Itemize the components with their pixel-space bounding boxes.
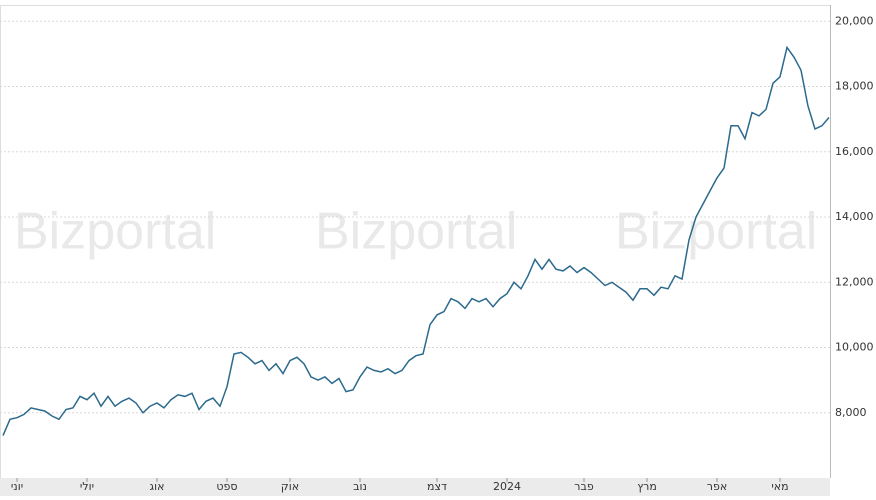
y-tick-label: 12,000	[835, 275, 874, 288]
y-tick-label: 10,000	[835, 341, 874, 354]
x-tick-label: מאי	[771, 480, 788, 493]
watermark: Bizportal	[14, 203, 216, 261]
x-tick-label: אפר	[707, 480, 727, 493]
x-axis-band	[0, 478, 830, 496]
y-tick-label: 18,000	[835, 80, 874, 93]
watermark: Bizportal	[315, 203, 517, 261]
x-tick-label: יולי	[80, 480, 94, 493]
price-line	[2, 45, 830, 436]
x-tick-label: אוג	[150, 480, 165, 493]
y-tick-label: 20,000	[835, 14, 874, 27]
y-tick-label: 16,000	[835, 145, 874, 158]
x-tick-label: יוני	[11, 480, 23, 493]
x-tick-label: אוק	[281, 480, 299, 493]
watermark: Bizportal	[615, 203, 817, 261]
y-tick-label: 14,000	[835, 210, 874, 223]
x-tick-label: פבר	[574, 480, 594, 493]
x-tick-label: דצמ	[427, 480, 447, 493]
x-tick-label: 2024	[493, 480, 521, 493]
x-tick-label: נוב	[353, 480, 367, 493]
x-tick-label: ספט	[216, 480, 237, 493]
y-tick-label: 8,000	[835, 406, 867, 419]
x-tick-label: מרץ	[637, 480, 657, 493]
